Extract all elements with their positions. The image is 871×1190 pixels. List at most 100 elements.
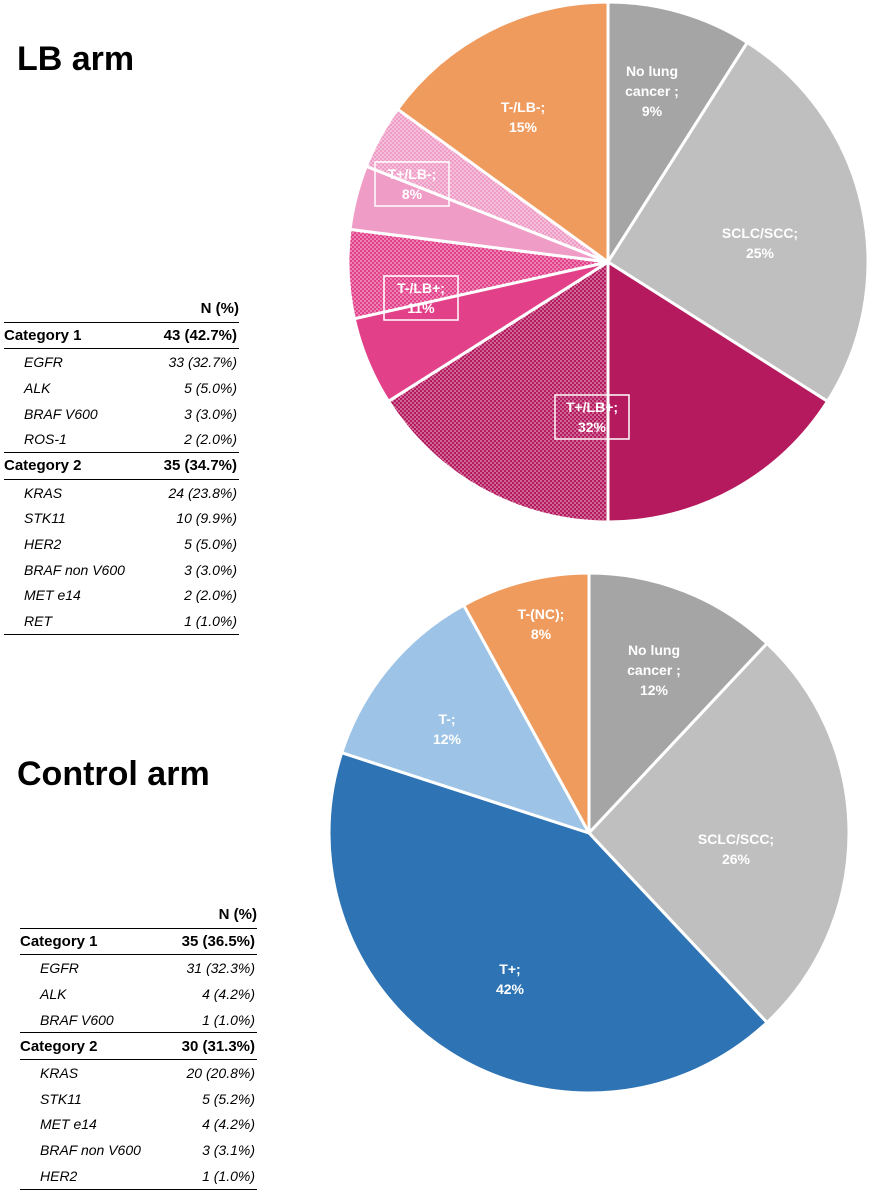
slice-label: No lung cancer ; 9% bbox=[625, 63, 679, 119]
gene-name: BRAF non V600 bbox=[40, 1142, 141, 1159]
gene-name: BRAF non V600 bbox=[24, 561, 125, 578]
gene-value: 1 (1.0%) bbox=[184, 613, 237, 630]
category-value: 35 (34.7%) bbox=[163, 457, 237, 475]
lb-arm-mutation-table: N (%) Category 1 43 (42.7%) EGFR 33 (32.7%) A… bbox=[4, 296, 239, 635]
slice-label-text: 32% bbox=[578, 419, 607, 435]
gene-value: 5 (5.2%) bbox=[202, 1090, 255, 1107]
gene-name: HER2 bbox=[40, 1167, 78, 1184]
category-row: Category 1 35 (36.5%) bbox=[20, 928, 257, 955]
header-n-percent: N (%) bbox=[218, 906, 257, 924]
control-arm-mutation-table: N (%) Category 1 35 (36.5%) EGFR 31 (32.3%) A… bbox=[20, 902, 257, 1190]
pie-slice bbox=[327, 750, 770, 1095]
slice-label-text: 26% bbox=[722, 851, 751, 867]
pie-slice bbox=[606, 0, 750, 268]
header-blank bbox=[20, 902, 166, 928]
gene-name: KRAS bbox=[24, 484, 63, 501]
slice-label-text: 8% bbox=[402, 186, 423, 202]
slice-label-text: SCLC/SCC; bbox=[698, 831, 774, 847]
slice-label-text: 15% bbox=[509, 119, 538, 135]
category-name: Category 1 bbox=[20, 933, 98, 951]
slice-label-text: 11% bbox=[407, 300, 435, 316]
gene-value: 20 (20.8%) bbox=[186, 1064, 255, 1081]
gene-name: ALK bbox=[40, 985, 67, 1002]
slice-label: T-; 12% bbox=[433, 711, 462, 747]
gene-name: MET e14 bbox=[40, 1116, 97, 1133]
slice-label: T-/LB+; 11% bbox=[383, 275, 459, 321]
slice-label-box bbox=[383, 275, 459, 321]
gene-name: STK11 bbox=[40, 1090, 82, 1107]
category-row: Category 1 43 (42.7%) bbox=[4, 322, 239, 349]
gene-value: 10 (9.9%) bbox=[176, 510, 237, 527]
gene-name: ROS-1 bbox=[24, 431, 67, 448]
slice-label-text: cancer ; bbox=[627, 662, 681, 678]
slice-label-text: SCLC/SCC; bbox=[722, 225, 798, 241]
pie-slice bbox=[339, 603, 593, 836]
gene-value: 5 (5.0%) bbox=[184, 536, 237, 553]
table-row: EGFR 33 (32.7%) bbox=[4, 349, 239, 375]
category-row: Category 2 35 (34.7%) bbox=[4, 452, 239, 480]
slice-label-text: cancer ; bbox=[625, 83, 679, 99]
gene-value: 24 (23.8%) bbox=[168, 484, 237, 501]
gene-value: 1 (1.0%) bbox=[202, 1167, 255, 1184]
slice-label-text: 25% bbox=[746, 245, 775, 261]
category-name: Category 2 bbox=[4, 457, 82, 475]
gene-value: 4 (4.2%) bbox=[202, 1116, 255, 1133]
gene-value: 3 (3.0%) bbox=[184, 561, 237, 578]
slice-label-text: T-/LB+; bbox=[397, 280, 445, 296]
gene-name: ALK bbox=[24, 379, 51, 396]
table-row: MET e14 2 (2.0%) bbox=[4, 583, 239, 609]
gene-value: 3 (3.1%) bbox=[202, 1142, 255, 1159]
slice-label-text: No lung bbox=[626, 63, 678, 79]
pie-slice bbox=[605, 40, 870, 404]
slice-label: T+; 42% bbox=[496, 961, 525, 997]
slice-label: No lung cancer ; 12% bbox=[627, 642, 681, 698]
gene-value: 4 (4.2%) bbox=[202, 985, 255, 1002]
slice-label-text: 42% bbox=[496, 981, 525, 997]
gene-name: KRAS bbox=[40, 1064, 79, 1081]
slice-label: T-(NC); 8% bbox=[518, 606, 565, 642]
table-row: ALK 4 (4.2%) bbox=[20, 981, 257, 1007]
header-blank bbox=[4, 296, 149, 322]
table-row: RET 1 (1.0%) bbox=[4, 608, 239, 635]
gene-value: 3 (3.0%) bbox=[184, 405, 237, 422]
table-row: BRAF V600 3 (3.0%) bbox=[4, 401, 239, 427]
pie-slice bbox=[586, 641, 851, 1025]
lb-arm-title: LB arm bbox=[17, 40, 135, 78]
gene-value: 2 (2.0%) bbox=[184, 587, 237, 604]
table-header-row: N (%) bbox=[4, 296, 239, 322]
table-row: ALK 5 (5.0%) bbox=[4, 375, 239, 401]
pie-slice bbox=[461, 571, 591, 834]
gene-value: 33 (32.7%) bbox=[168, 354, 237, 371]
pie-slice bbox=[386, 259, 610, 524]
gene-name: RET bbox=[24, 613, 52, 630]
gene-value: 5 (5.0%) bbox=[184, 379, 237, 396]
slice-label: SCLC/SCC; 25% bbox=[722, 225, 798, 261]
slice-label-text: T-/LB-; bbox=[501, 99, 545, 115]
gene-name: STK11 bbox=[24, 510, 66, 527]
gene-value: 2 (2.0%) bbox=[184, 431, 237, 448]
slice-label-text: 8% bbox=[531, 626, 552, 642]
category-value: 43 (42.7%) bbox=[163, 327, 237, 345]
slice-label: T+/LB+; 32% bbox=[554, 394, 630, 440]
table-row: STK11 10 (9.9%) bbox=[4, 506, 239, 532]
header-n-percent: N (%) bbox=[200, 300, 239, 318]
slice-label-text: No lung bbox=[628, 642, 680, 658]
gene-value: 1 (1.0%) bbox=[202, 1011, 255, 1028]
slice-label-text: 9% bbox=[642, 103, 663, 119]
gene-name: BRAF V600 bbox=[40, 1011, 114, 1028]
slice-label-text: T-; bbox=[438, 711, 455, 727]
category-row: Category 2 30 (31.3%) bbox=[20, 1032, 257, 1060]
slice-label: T+/LB-; 8% bbox=[374, 161, 450, 207]
gene-name: EGFR bbox=[40, 960, 79, 977]
table-row: BRAF non V600 3 (3.0%) bbox=[4, 557, 239, 583]
slice-label-box bbox=[554, 394, 630, 440]
slice-label-text: T+/LB-; bbox=[388, 166, 437, 182]
gene-name: MET e14 bbox=[24, 587, 81, 604]
pie-slice bbox=[606, 259, 830, 524]
gene-value: 31 (32.3%) bbox=[186, 960, 255, 977]
category-name: Category 2 bbox=[20, 1037, 98, 1055]
control-arm-title: Control arm bbox=[17, 755, 210, 793]
slice-label-text: T+/LB+; bbox=[566, 399, 618, 415]
control-arm-pie-chart: No lung cancer ; 12% SCLC/SCC; 26% T+; 42% T-; 1… bbox=[327, 571, 851, 1095]
